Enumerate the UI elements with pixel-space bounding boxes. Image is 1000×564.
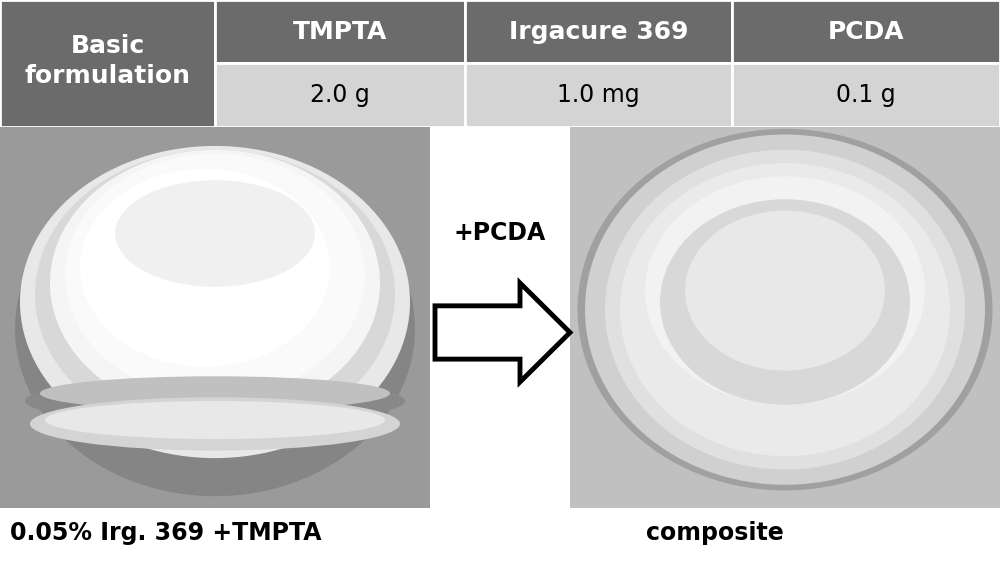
Text: PCDA: PCDA — [828, 20, 904, 44]
Text: 0.05% Irg. 369 +TMPTA: 0.05% Irg. 369 +TMPTA — [10, 521, 322, 545]
Text: composite: composite — [646, 521, 784, 545]
Ellipse shape — [620, 163, 950, 456]
Bar — [570, 127, 1000, 508]
Bar — [732, 0, 1000, 64]
Text: Basic
formulation: Basic formulation — [24, 34, 190, 88]
Text: +PCDA: +PCDA — [454, 222, 546, 245]
Text: TMPTA: TMPTA — [293, 20, 387, 44]
Ellipse shape — [45, 401, 385, 439]
Bar — [0, 127, 430, 508]
Text: 1.0 mg: 1.0 mg — [557, 83, 640, 107]
Ellipse shape — [585, 134, 985, 485]
Ellipse shape — [65, 153, 365, 397]
Ellipse shape — [660, 199, 910, 405]
Text: 2.0 g: 2.0 g — [310, 83, 370, 107]
Bar — [465, 0, 732, 64]
Ellipse shape — [80, 169, 330, 367]
Ellipse shape — [115, 180, 315, 287]
Ellipse shape — [35, 149, 395, 439]
Ellipse shape — [30, 397, 400, 451]
Bar — [0, 0, 215, 127]
Ellipse shape — [685, 210, 885, 371]
Text: Irgacure 369: Irgacure 369 — [509, 20, 688, 44]
Ellipse shape — [25, 378, 405, 424]
Ellipse shape — [578, 129, 992, 491]
Text: 0.1 g: 0.1 g — [836, 83, 896, 107]
Bar — [430, 127, 570, 508]
Ellipse shape — [15, 161, 415, 496]
Bar — [465, 64, 732, 127]
Ellipse shape — [605, 149, 965, 469]
FancyArrow shape — [435, 283, 570, 382]
Ellipse shape — [40, 376, 390, 411]
Ellipse shape — [20, 146, 410, 458]
Bar — [215, 64, 465, 127]
Ellipse shape — [50, 149, 380, 416]
Bar — [215, 0, 465, 64]
Bar — [732, 64, 1000, 127]
Ellipse shape — [645, 177, 925, 405]
